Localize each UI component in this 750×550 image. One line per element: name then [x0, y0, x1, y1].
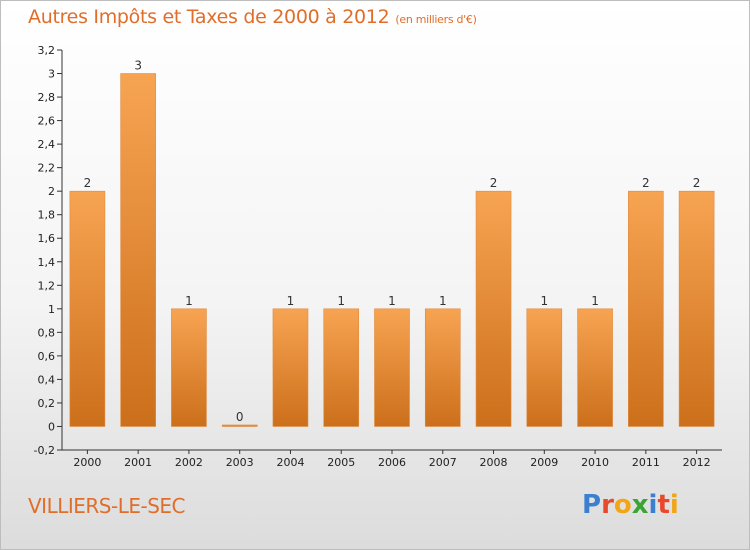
data-label-2008: 2	[490, 176, 498, 190]
bar-2007	[424, 308, 461, 427]
bar-2000	[69, 190, 106, 427]
logo-letter: x	[631, 490, 649, 520]
x-tick-label-2006: 2006	[378, 456, 406, 469]
x-tick-label-2009: 2009	[530, 456, 558, 469]
logo-letter: r	[601, 490, 614, 520]
x-tick-label-2005: 2005	[327, 456, 355, 469]
data-label-2009: 1	[540, 294, 548, 308]
data-label-2012: 2	[693, 176, 701, 190]
x-tick-label-2010: 2010	[581, 456, 609, 469]
y-tick-label: 1,8	[38, 209, 56, 222]
y-tick-label: 1	[48, 303, 55, 316]
bar-2001	[120, 73, 156, 427]
bar-2003	[221, 424, 258, 427]
data-label-2010: 1	[591, 294, 599, 308]
logo-letter: i	[648, 490, 658, 520]
x-tick-label-2001: 2001	[124, 456, 152, 469]
y-tick-label: 0	[48, 420, 55, 433]
logo-letter: i	[669, 490, 679, 520]
x-tick-label-2011: 2011	[632, 456, 660, 469]
y-tick-label: 1,6	[38, 232, 56, 245]
bar-2005	[323, 308, 360, 427]
y-tick-label: 2,2	[38, 162, 56, 175]
bar-2012	[678, 190, 715, 427]
x-tick-label-2004: 2004	[276, 456, 304, 469]
bar-2011	[628, 190, 664, 427]
data-label-2001: 3	[134, 59, 142, 73]
x-tick-label-2003: 2003	[226, 456, 254, 469]
chart-unit: (en milliers d'€)	[395, 13, 477, 26]
x-tick-label-2000: 2000	[73, 456, 101, 469]
bar-2009	[526, 308, 563, 427]
y-tick-label: 0,6	[38, 350, 56, 363]
bar-2008	[475, 190, 512, 427]
logo-letter: P	[582, 490, 602, 520]
y-tick-label: 2,4	[38, 138, 56, 151]
proxiti-logo: Proxiti	[582, 490, 679, 520]
y-tick-label: 3,2	[38, 44, 56, 57]
commune-name: VILLIERS-LE-SEC	[28, 494, 186, 518]
y-tick-label: 2,8	[38, 91, 56, 104]
y-tick-label: 1,2	[38, 279, 56, 292]
x-tick-label-2012: 2012	[683, 456, 711, 469]
y-tick-label: 0,8	[38, 326, 56, 339]
y-tick-label: -0,2	[34, 444, 55, 457]
data-label-2004: 1	[287, 294, 295, 308]
chart-bars	[69, 73, 715, 427]
bar-2004	[272, 308, 309, 427]
chart-title-block: Autres Impôts et Taxes de 2000 à 2012 (en…	[28, 6, 477, 28]
logo-letter: o	[613, 490, 632, 520]
x-tick-label-2008: 2008	[480, 456, 508, 469]
bar-2002	[171, 308, 207, 427]
logo-letter: t	[657, 490, 670, 520]
y-tick-label: 2	[48, 185, 55, 198]
x-tick-label-2007: 2007	[429, 456, 457, 469]
y-tick-label: 1,4	[38, 256, 56, 269]
data-label-2003: 0	[236, 410, 244, 424]
data-label-2011: 2	[642, 176, 650, 190]
data-label-2002: 1	[185, 294, 193, 308]
chart-title: Autres Impôts et Taxes de 2000 à 2012	[28, 6, 390, 28]
data-label-2006: 1	[388, 294, 396, 308]
y-tick-label: 0,4	[38, 373, 56, 386]
y-tick-label: 2,6	[38, 115, 56, 128]
y-tick-label: 3	[48, 68, 55, 81]
bar-2010	[577, 308, 613, 427]
chart-labels: 2 3 1 0 1 1 1 1 2 1 1 2 2	[84, 59, 701, 424]
data-label-2007: 1	[439, 294, 447, 308]
x-tick-label-2002: 2002	[175, 456, 203, 469]
data-label-2000: 2	[84, 176, 92, 190]
data-label-2005: 1	[337, 294, 345, 308]
bar-2006	[374, 308, 410, 427]
y-tick-label: 0,2	[38, 397, 56, 410]
chart-axes: -0,2 0 0,2 0,4 0,6 0,8 1 1,2 1,4 1,6 1,8 2 2,2 2,4 2,6…	[34, 44, 722, 469]
